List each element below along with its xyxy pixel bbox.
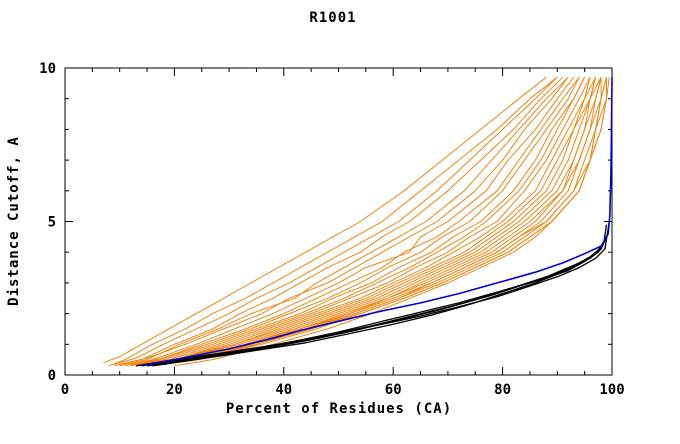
y-tick-label: 10 <box>39 61 56 77</box>
predictions-curve <box>141 76 597 367</box>
x-tick-label: 60 <box>385 382 402 398</box>
predictions-curve <box>103 76 547 364</box>
plot-area: 0 20 40 60 80 100 0 5 10 <box>39 61 625 398</box>
best-models-curve <box>163 233 609 365</box>
predictions-curve <box>136 76 591 367</box>
predictions-curve <box>136 76 586 367</box>
best-models-curve <box>141 221 610 367</box>
x-tick-label: 20 <box>166 382 183 398</box>
predictions-curve <box>130 76 580 365</box>
best-models-curve <box>152 238 608 367</box>
predictions-curve <box>119 76 569 365</box>
y-axis-label: Distance Cutoff, A <box>6 136 22 306</box>
predictions-curve <box>125 76 575 367</box>
selected-model-curve <box>141 77 613 367</box>
predictions-curve <box>108 76 558 367</box>
predictions-curve <box>130 76 580 367</box>
x-tick-label: 0 <box>61 382 69 398</box>
y-tick-label: 5 <box>48 215 56 231</box>
chart-title: R1001 <box>309 10 356 26</box>
predictions-curve <box>147 77 602 367</box>
predictions-curve <box>141 77 597 367</box>
predictions-curve <box>119 76 569 367</box>
x-axis-label: Percent of Residues (CA) <box>226 401 452 417</box>
predictions-curve <box>130 76 586 367</box>
predictions-curve <box>174 77 610 367</box>
y-tick-label: 0 <box>48 368 56 384</box>
x-tick-label: 80 <box>494 382 511 398</box>
predictions-curve <box>141 77 597 365</box>
predictions-curve <box>141 77 591 367</box>
predictions-curve <box>114 76 564 367</box>
predictions-curve <box>114 76 558 365</box>
x-tick-label: 40 <box>275 382 292 398</box>
x-tick-label: 100 <box>599 382 624 398</box>
